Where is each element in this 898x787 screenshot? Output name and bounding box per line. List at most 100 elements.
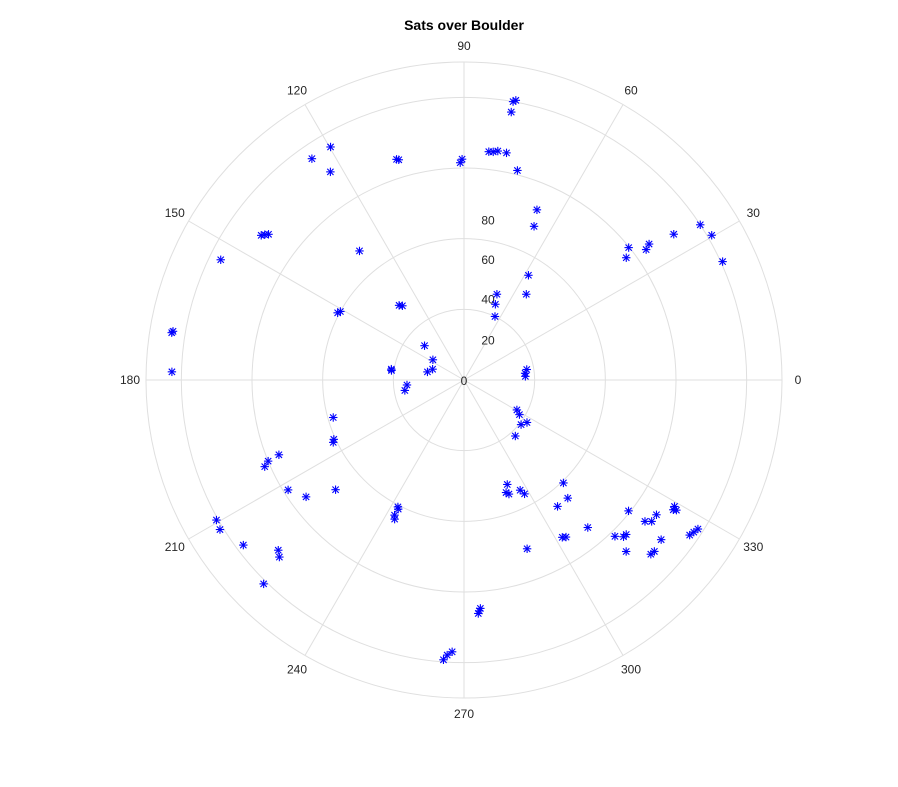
- data-point: [456, 158, 465, 167]
- angle-tick-label: 180: [120, 373, 140, 387]
- grid-spoke-150: [188, 220, 465, 381]
- data-point: [624, 243, 633, 252]
- tick-labels: 0 30 60 90 120 150 180 210 240 270 300 330 0 20 40 60 80: [120, 39, 802, 721]
- data-point: [301, 492, 311, 502]
- angle-tick-label: 240: [287, 662, 307, 676]
- data-point: [624, 506, 633, 516]
- data-point: [502, 148, 511, 158]
- data-point: [646, 550, 656, 559]
- grid-spoke-240: [304, 379, 465, 656]
- data-point: [561, 532, 571, 542]
- radius-tick-label: 0: [461, 374, 468, 388]
- data-point: [718, 257, 727, 266]
- angle-tick-label: 210: [165, 540, 185, 554]
- data-point: [333, 308, 342, 318]
- data-point: [428, 355, 438, 364]
- radius-tick-label: 20: [481, 333, 495, 347]
- data-point: [669, 230, 678, 239]
- data-point: [259, 579, 268, 589]
- grid-spoke-330: [463, 379, 740, 540]
- grid-spoke-210: [188, 379, 465, 540]
- grid-spoke-30: [463, 220, 740, 381]
- data-point: [610, 532, 620, 541]
- data-point: [398, 301, 407, 310]
- data-point: [513, 166, 522, 175]
- data-point: [492, 290, 502, 299]
- data-point: [283, 485, 293, 495]
- data-point: [331, 485, 340, 494]
- data-point: [583, 523, 592, 532]
- data-point: [521, 372, 530, 381]
- data-point: [515, 485, 525, 495]
- angle-tick-label: 330: [743, 540, 763, 554]
- data-point: [239, 540, 248, 550]
- data-point: [274, 545, 283, 555]
- radius-tick-label: 40: [481, 293, 495, 307]
- radius-tick-label: 80: [481, 213, 495, 227]
- data-point: [559, 478, 568, 488]
- data-point: [696, 220, 705, 230]
- data-point: [274, 450, 284, 459]
- angle-tick-label: 30: [747, 206, 761, 220]
- grid-spoke-300: [463, 379, 624, 656]
- data-point: [447, 647, 457, 657]
- data-point: [522, 418, 532, 427]
- data-point: [553, 502, 562, 511]
- data-point: [693, 524, 703, 534]
- data-point: [326, 167, 335, 177]
- data-point: [394, 504, 403, 514]
- radius-tick-label: 60: [481, 253, 495, 267]
- data-point: [508, 97, 518, 106]
- data-point: [504, 489, 514, 499]
- data-point: [423, 367, 432, 377]
- data-point: [439, 655, 448, 664]
- data-point: [212, 515, 221, 525]
- data-point: [622, 253, 631, 262]
- data-point: [532, 205, 542, 215]
- angle-tick-label: 300: [621, 662, 641, 676]
- data-point: [511, 431, 520, 441]
- data-point: [215, 525, 225, 534]
- angle-tick-label: 0: [795, 373, 802, 387]
- data-point: [644, 239, 654, 249]
- data-point: [640, 517, 650, 526]
- chart-title: Sats over Boulder: [404, 17, 524, 33]
- data-points: [167, 96, 727, 664]
- angle-tick-label: 150: [165, 206, 185, 220]
- data-point: [390, 514, 399, 524]
- data-point: [442, 650, 452, 660]
- data-point: [503, 480, 512, 489]
- data-point: [621, 547, 631, 556]
- data-point: [522, 290, 531, 299]
- data-point: [394, 155, 403, 164]
- data-point: [216, 255, 225, 264]
- data-point: [387, 366, 396, 375]
- angle-tick-label: 270: [454, 707, 474, 721]
- data-point: [490, 312, 500, 321]
- data-point: [707, 231, 716, 240]
- polar-grid: [145, 61, 783, 699]
- data-point: [491, 300, 500, 309]
- data-point: [275, 552, 284, 562]
- data-point: [507, 107, 516, 117]
- data-point: [524, 271, 533, 280]
- data-point: [516, 420, 526, 429]
- data-point: [420, 341, 429, 350]
- data-point: [563, 493, 572, 503]
- angle-tick-label: 90: [457, 39, 471, 53]
- angle-tick-label: 120: [287, 84, 307, 98]
- grid-spoke-120: [304, 104, 465, 381]
- data-point: [493, 146, 503, 156]
- data-point: [329, 413, 338, 422]
- data-point: [307, 154, 317, 163]
- data-point: [652, 510, 661, 519]
- data-point: [656, 535, 666, 544]
- data-point: [326, 142, 335, 152]
- data-point: [260, 462, 269, 471]
- data-point: [512, 405, 522, 415]
- data-point: [329, 438, 338, 447]
- data-point: [685, 530, 694, 540]
- angle-tick-label: 60: [624, 84, 638, 98]
- data-point: [522, 544, 532, 553]
